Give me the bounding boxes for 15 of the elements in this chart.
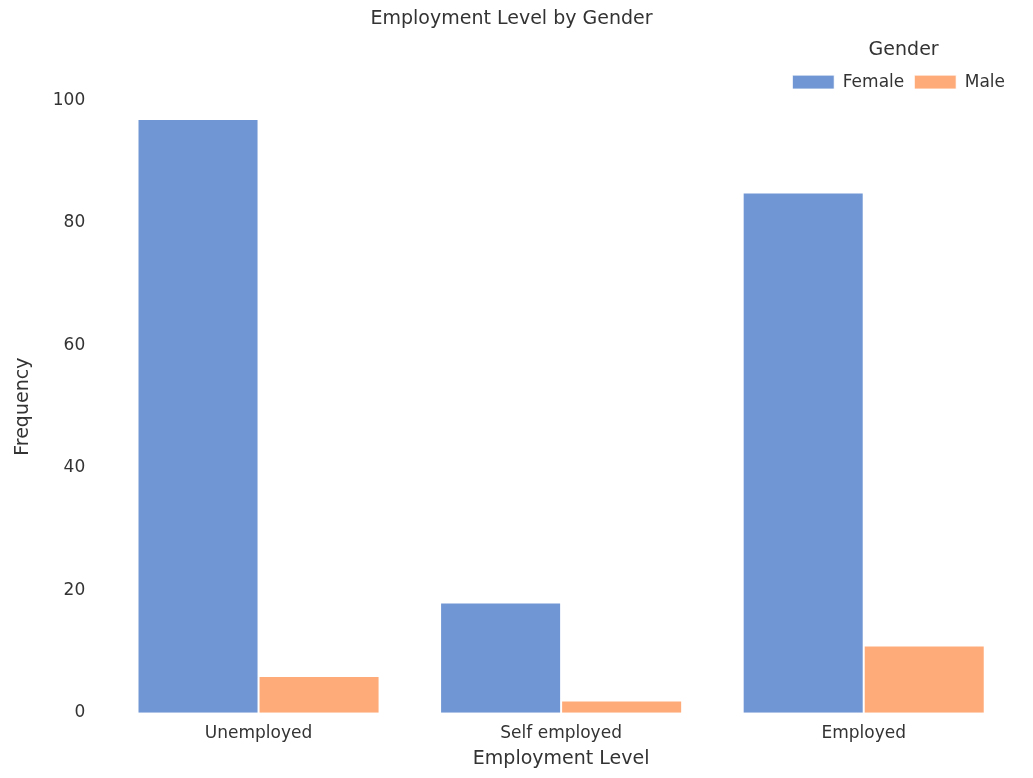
- x-tick-label: Self employed: [500, 722, 622, 743]
- x-tick-label: Unemployed: [204, 722, 313, 743]
- legend-label: Female: [842, 70, 905, 91]
- y-tick-label: 20: [63, 578, 86, 599]
- y-tick-label: 80: [63, 211, 86, 232]
- y-tick-label: 0: [74, 701, 86, 722]
- x-axis-title: Employment Level: [472, 745, 650, 768]
- y-tick-label: 40: [63, 456, 86, 477]
- legend-title: Gender: [868, 37, 939, 60]
- y-tick-label: 100: [52, 89, 86, 110]
- x-tick-label: Employed: [821, 722, 906, 743]
- chart-title: Employment Level by Gender: [370, 6, 653, 29]
- legend-label: Male: [964, 70, 1006, 91]
- y-axis-title: Frequency: [10, 357, 33, 456]
- y-tick-label: 60: [63, 333, 86, 354]
